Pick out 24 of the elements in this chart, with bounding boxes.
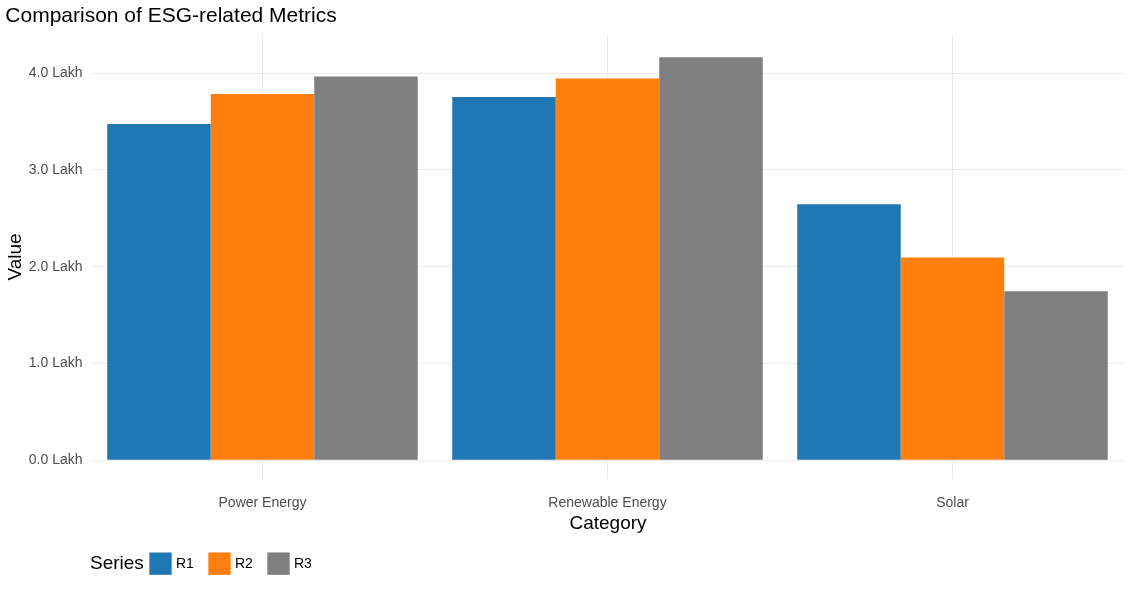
x-tick-label: Power Energy — [218, 493, 307, 510]
y-tick-label: 3.0 Lakh — [28, 160, 83, 177]
legend-title: Series — [90, 552, 144, 573]
y-tick-label: 4.0 Lakh — [28, 64, 83, 81]
y-tick-label: 2.0 Lakh — [28, 257, 83, 274]
bar — [555, 78, 660, 460]
bar — [1004, 291, 1108, 460]
legend-label: R3 — [294, 554, 313, 571]
y-axis-title: Value — [3, 233, 25, 281]
bar — [797, 204, 901, 460]
legend-label: R2 — [235, 554, 254, 571]
bar — [210, 93, 315, 460]
bar — [314, 76, 418, 460]
x-tick-label: Renewable Energy — [548, 493, 667, 510]
y-tick-label: 1.0 Lakh — [28, 354, 83, 371]
chart-title: Comparison of ESG-related Metrics — [5, 3, 337, 26]
bar — [659, 57, 763, 460]
bar — [452, 96, 556, 460]
bar — [107, 123, 211, 460]
x-tick-label: Solar — [936, 493, 970, 510]
legend-label: R1 — [176, 554, 195, 571]
x-axis-title: Category — [569, 511, 648, 533]
bar — [900, 257, 1005, 460]
y-tick-label: 0.0 Lakh — [28, 451, 83, 468]
